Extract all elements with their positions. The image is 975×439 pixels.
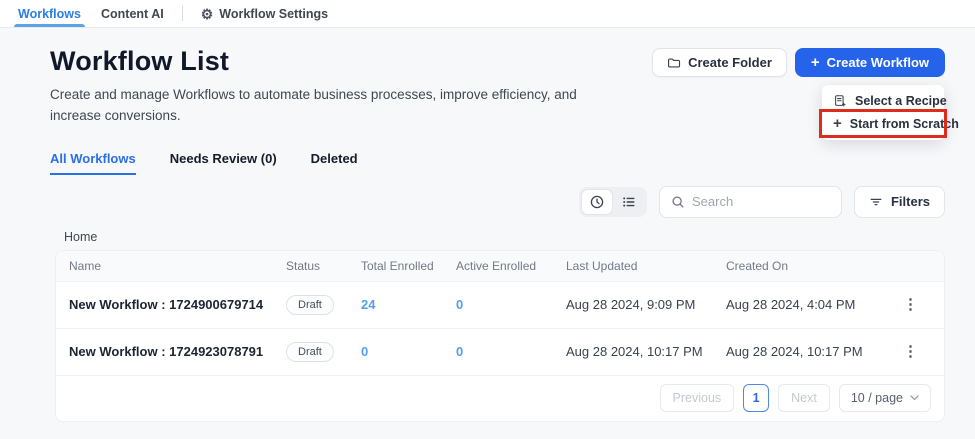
chevron-down-icon [910, 395, 919, 401]
column-header-total-enrolled: Total Enrolled [361, 258, 434, 273]
table-row: New Workflow : 1724923078791 Draft 0 0 A… [56, 327, 944, 375]
created-on-value: Aug 28 2024, 10:17 PM [726, 344, 863, 360]
created-on-value: Aug 28 2024, 4:04 PM [726, 297, 856, 313]
table-row: New Workflow : 1724900679714 Draft 24 0 … [56, 280, 944, 328]
recipe-icon [833, 94, 847, 108]
nav-item-workflows[interactable]: Workflows [8, 0, 91, 27]
column-header-name: Name [69, 258, 102, 273]
list-view-button[interactable] [613, 189, 645, 215]
tab-all-workflows[interactable]: All Workflows [50, 151, 136, 175]
workflow-name-link[interactable]: New Workflow : 1724900679714 [69, 297, 264, 313]
plus-icon: + [810, 54, 820, 71]
filter-icon [869, 195, 883, 209]
select-recipe-label: Select a Recipe [855, 94, 947, 108]
create-workflow-button[interactable]: + Create Workflow [794, 48, 945, 77]
nav-workflow-settings-label: Workflow Settings [219, 6, 329, 21]
filters-label: Filters [890, 194, 930, 210]
create-folder-label: Create Folder [688, 55, 772, 70]
column-header-active-enrolled: Active Enrolled [456, 258, 537, 273]
table-header-row: Name Status Total Enrolled Active Enroll… [56, 250, 944, 281]
workflow-table-card: Name Status Total Enrolled Active Enroll… [55, 249, 945, 422]
view-toggle-group [578, 186, 647, 217]
last-updated-value: Aug 28 2024, 10:17 PM [566, 344, 703, 360]
search-box [658, 185, 842, 218]
menu-item-start-from-scratch[interactable]: + Start from Scratch [819, 109, 959, 138]
next-page-button[interactable]: Next [778, 384, 830, 413]
folder-icon [667, 56, 681, 70]
search-input[interactable] [691, 194, 830, 210]
last-updated-value: Aug 28 2024, 9:09 PM [566, 297, 696, 313]
total-enrolled-link[interactable]: 24 [361, 297, 376, 313]
recent-view-button[interactable] [580, 188, 613, 215]
page-title: Workflow List [50, 46, 230, 76]
breadcrumb[interactable]: Home [64, 229, 98, 244]
row-actions-menu-icon[interactable]: ⋮ [903, 296, 918, 314]
nav-content-ai-label: Content AI [100, 6, 164, 21]
active-enrolled-link[interactable]: 0 [456, 344, 464, 360]
filters-button[interactable]: Filters [853, 185, 945, 218]
tab-deleted[interactable]: Deleted [310, 150, 358, 166]
start-from-scratch-label: Start from Scratch [849, 116, 959, 131]
list-icon [621, 194, 637, 210]
top-navigation: Workflows Content AI ⚙ Workflow Settings [0, 0, 975, 28]
column-header-created-on: Created On [726, 258, 789, 273]
column-header-status: Status [286, 258, 321, 273]
nav-divider [181, 6, 183, 21]
page-header-text: Workflow List Create and manage Workflow… [50, 46, 595, 127]
status-badge: Draft [286, 294, 334, 315]
page-number-button[interactable]: 1 [743, 384, 770, 413]
total-enrolled-link[interactable]: 0 [361, 344, 369, 360]
tab-needs-review[interactable]: Needs Review (0) [169, 150, 277, 166]
clock-icon [589, 194, 605, 210]
nav-item-workflow-settings[interactable]: ⚙ Workflow Settings [191, 0, 338, 27]
create-folder-button[interactable]: Create Folder [652, 48, 787, 77]
gear-icon: ⚙ [200, 5, 214, 22]
search-icon [671, 195, 685, 209]
nav-item-content-ai[interactable]: Content AI [91, 0, 174, 27]
status-badge: Draft [286, 341, 334, 362]
active-enrolled-link[interactable]: 0 [456, 297, 464, 313]
workflow-name-link[interactable]: New Workflow : 1724923078791 [69, 344, 264, 360]
pagination-bar: Previous 1 Next 10 / page [56, 374, 944, 421]
page-header: Workflow List Create and manage Workflow… [0, 28, 975, 140]
page-size-select[interactable]: 10 / page [838, 384, 931, 413]
page-description: Create and manage Workflows to automate … [50, 87, 577, 123]
previous-page-button[interactable]: Previous [659, 384, 735, 413]
page-size-label: 10 / page [850, 391, 903, 406]
workflow-tabs: All Workflows Needs Review (0) Deleted [50, 151, 975, 175]
create-workflow-label: Create Workflow [826, 55, 929, 70]
list-toolbar: Filters [0, 185, 945, 218]
menu-item-select-recipe[interactable]: Select a Recipe [822, 90, 947, 112]
create-workflow-dropdown: Select a Recipe + Start from Scratch [819, 85, 959, 140]
column-header-last-updated: Last Updated [566, 258, 638, 273]
nav-workflows-label: Workflows [18, 6, 81, 21]
row-actions-menu-icon[interactable]: ⋮ [903, 343, 918, 361]
plus-icon: + [833, 115, 842, 132]
header-actions: Create Folder + Create Workflow Sele [652, 48, 959, 140]
